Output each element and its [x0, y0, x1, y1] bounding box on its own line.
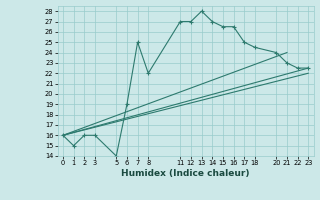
X-axis label: Humidex (Indice chaleur): Humidex (Indice chaleur)	[121, 169, 250, 178]
